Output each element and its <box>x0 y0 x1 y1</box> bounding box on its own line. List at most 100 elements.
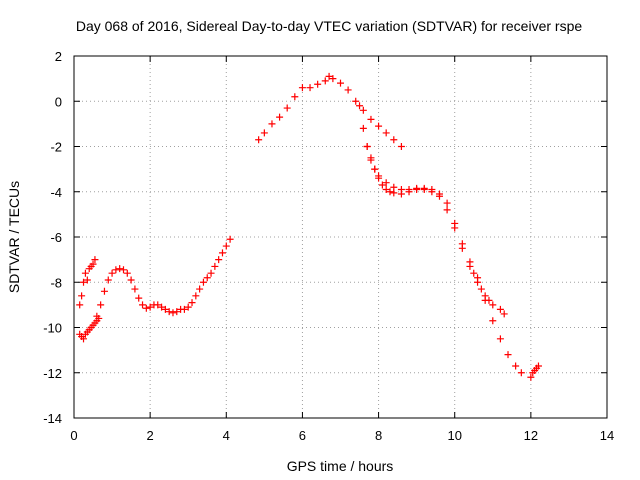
data-point <box>337 79 344 87</box>
data-point <box>489 301 497 309</box>
data-point <box>496 335 504 343</box>
x-tick-label: 2 <box>147 428 154 443</box>
grid <box>74 56 607 418</box>
data-point <box>215 256 223 264</box>
data-point <box>504 351 512 359</box>
data-point <box>226 235 234 243</box>
data-point <box>420 184 428 192</box>
data-point <box>534 362 542 370</box>
data-point <box>83 276 91 284</box>
data-point <box>97 301 105 309</box>
data-point <box>363 143 371 150</box>
series-arc-1b <box>76 256 99 309</box>
data-point <box>100 287 108 295</box>
data-point <box>104 276 112 284</box>
data-point <box>306 84 314 92</box>
y-tick-label: -4 <box>50 185 62 200</box>
data-point <box>375 122 383 130</box>
data-point <box>127 276 135 284</box>
data-point <box>276 113 284 121</box>
data-point <box>283 104 291 112</box>
data-point <box>169 309 177 317</box>
y-tick-label: 2 <box>55 49 62 64</box>
data-points <box>76 72 542 381</box>
data-point <box>382 185 390 193</box>
data-point <box>78 292 86 300</box>
data-point <box>356 102 364 110</box>
data-point <box>477 285 485 293</box>
data-point <box>485 296 493 304</box>
x-tick-label: 4 <box>223 428 230 443</box>
series-arc-4 <box>363 143 508 318</box>
series-arc-2 <box>255 72 405 150</box>
data-point <box>386 188 394 196</box>
data-point <box>382 179 390 187</box>
data-point <box>161 305 169 313</box>
data-point <box>314 80 322 88</box>
data-point <box>344 86 352 94</box>
data-point <box>222 242 230 250</box>
data-point <box>188 299 196 307</box>
data-point <box>291 93 299 101</box>
data-point <box>108 269 116 277</box>
data-point <box>435 190 443 198</box>
plot-frame <box>73 55 608 419</box>
data-point <box>173 308 181 316</box>
data-point <box>466 258 474 266</box>
data-point <box>207 269 215 277</box>
data-point <box>474 274 482 282</box>
data-point <box>91 256 99 264</box>
y-tick-label: -6 <box>50 230 62 245</box>
data-point <box>375 174 383 182</box>
data-point <box>451 219 459 227</box>
data-point <box>255 136 263 144</box>
data-point <box>80 278 88 286</box>
data-point <box>413 185 421 193</box>
data-point <box>112 266 120 274</box>
data-point <box>218 249 226 257</box>
y-tick-label: -2 <box>50 140 62 155</box>
data-point <box>359 124 367 132</box>
data-point <box>321 77 329 85</box>
data-point <box>489 317 497 325</box>
data-point <box>184 303 192 311</box>
data-point <box>260 129 268 137</box>
y-tick-label: -10 <box>43 321 62 336</box>
data-point <box>496 305 504 313</box>
axis-ticks: 0 2 4 6 8 10 12 14 -14 -12 -10 -8 -6 -4 -2 0 2 <box>43 49 614 443</box>
data-point <box>131 285 139 293</box>
data-point <box>268 120 276 128</box>
y-tick-label: -14 <box>43 411 62 426</box>
data-point <box>371 165 379 173</box>
data-point <box>298 84 306 92</box>
data-point <box>470 269 478 277</box>
data-point <box>165 308 173 316</box>
data-point <box>382 129 390 137</box>
x-tick-label: 0 <box>70 428 77 443</box>
data-point <box>378 181 386 189</box>
data-point <box>135 294 143 302</box>
data-point <box>89 260 97 268</box>
data-point <box>428 185 436 193</box>
data-point <box>397 190 405 198</box>
data-point <box>325 72 333 80</box>
data-point <box>158 303 166 311</box>
data-point <box>93 312 101 320</box>
x-tick-label: 8 <box>375 428 382 443</box>
data-point <box>211 262 219 270</box>
y-axis-label: SDTVAR / TECUs <box>6 181 22 293</box>
y-tick-label: 0 <box>55 94 62 109</box>
data-point <box>180 305 188 313</box>
data-point <box>367 115 375 123</box>
data-point <box>139 301 147 309</box>
data-point <box>352 97 360 105</box>
x-tick-label: 6 <box>299 428 306 443</box>
data-point <box>203 274 211 282</box>
data-point <box>500 310 508 318</box>
data-point <box>512 362 520 370</box>
series-arc-5 <box>527 362 542 381</box>
data-point <box>199 278 207 286</box>
data-point <box>390 189 398 197</box>
data-point <box>196 285 204 293</box>
data-point <box>119 266 127 274</box>
